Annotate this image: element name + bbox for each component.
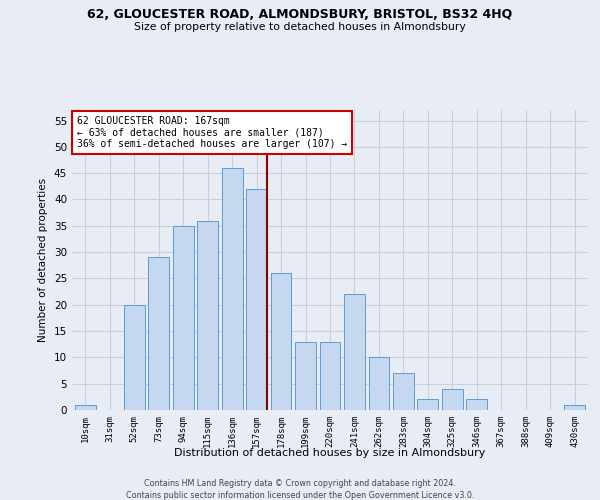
Text: 62 GLOUCESTER ROAD: 167sqm
← 63% of detached houses are smaller (187)
36% of sem: 62 GLOUCESTER ROAD: 167sqm ← 63% of deta… (77, 116, 347, 149)
Text: Distribution of detached houses by size in Almondsbury: Distribution of detached houses by size … (175, 448, 485, 458)
Bar (271, 273, 292, 410)
Bar (173, 226, 194, 410)
Text: 62, GLOUCESTER ROAD, ALMONDSBURY, BRISTOL, BS32 4HQ: 62, GLOUCESTER ROAD, ALMONDSBURY, BRISTO… (88, 8, 512, 20)
Text: Contains public sector information licensed under the Open Government Licence v3: Contains public sector information licen… (126, 490, 474, 500)
Bar (124, 304, 145, 410)
Bar (466, 400, 487, 410)
Bar (564, 404, 585, 410)
Bar (197, 220, 218, 410)
Bar (344, 294, 365, 410)
Bar (418, 400, 438, 410)
Bar (442, 389, 463, 410)
Text: Contains HM Land Registry data © Crown copyright and database right 2024.: Contains HM Land Registry data © Crown c… (144, 480, 456, 488)
Bar (295, 342, 316, 410)
Bar (246, 189, 267, 410)
Bar (222, 168, 242, 410)
Y-axis label: Number of detached properties: Number of detached properties (38, 178, 49, 342)
Bar (393, 373, 414, 410)
Bar (368, 358, 389, 410)
Bar (148, 258, 169, 410)
Bar (75, 404, 96, 410)
Bar (320, 342, 340, 410)
Text: Size of property relative to detached houses in Almondsbury: Size of property relative to detached ho… (134, 22, 466, 32)
